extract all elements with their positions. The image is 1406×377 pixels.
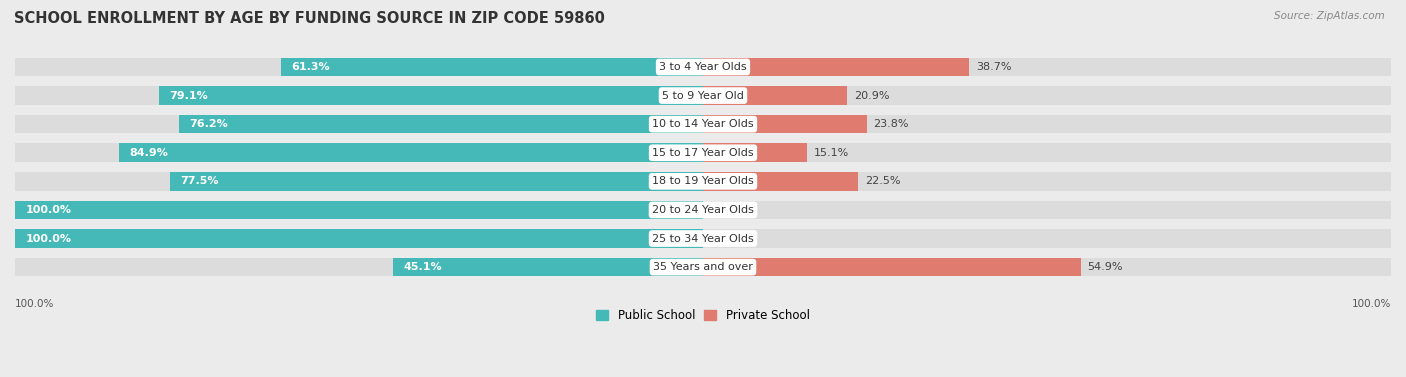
Text: 100.0%: 100.0%: [1351, 299, 1391, 308]
Bar: [120, 144, 703, 162]
Bar: [170, 172, 703, 191]
Bar: [281, 58, 703, 76]
Bar: [159, 86, 703, 105]
Text: 38.7%: 38.7%: [976, 62, 1012, 72]
Bar: [703, 258, 1391, 276]
Text: 15.1%: 15.1%: [814, 148, 849, 158]
Text: 45.1%: 45.1%: [404, 262, 441, 272]
Text: 23.8%: 23.8%: [873, 119, 910, 129]
Bar: [15, 258, 703, 276]
Text: SCHOOL ENROLLMENT BY AGE BY FUNDING SOURCE IN ZIP CODE 59860: SCHOOL ENROLLMENT BY AGE BY FUNDING SOUR…: [14, 11, 605, 26]
Text: 61.3%: 61.3%: [291, 62, 330, 72]
Bar: [703, 201, 1391, 219]
Text: 100.0%: 100.0%: [25, 233, 72, 244]
Bar: [703, 86, 846, 105]
Text: 100.0%: 100.0%: [15, 299, 55, 308]
Text: 22.5%: 22.5%: [865, 176, 900, 186]
Text: 3 to 4 Year Olds: 3 to 4 Year Olds: [659, 62, 747, 72]
Bar: [15, 144, 703, 162]
Text: 54.9%: 54.9%: [1088, 262, 1123, 272]
Text: 20.9%: 20.9%: [853, 90, 889, 101]
Bar: [703, 144, 1391, 162]
Text: 79.1%: 79.1%: [169, 90, 208, 101]
Bar: [15, 115, 703, 133]
Bar: [15, 201, 703, 219]
Bar: [392, 258, 703, 276]
Text: 20 to 24 Year Olds: 20 to 24 Year Olds: [652, 205, 754, 215]
Bar: [15, 229, 703, 248]
Text: 0.0%: 0.0%: [706, 233, 735, 244]
Bar: [15, 86, 703, 105]
Bar: [703, 229, 1391, 248]
Bar: [179, 115, 703, 133]
Bar: [703, 58, 1391, 76]
Bar: [703, 258, 1081, 276]
Text: Source: ZipAtlas.com: Source: ZipAtlas.com: [1274, 11, 1385, 21]
Bar: [15, 58, 703, 76]
Bar: [703, 144, 807, 162]
Bar: [703, 172, 858, 191]
Text: 84.9%: 84.9%: [129, 148, 169, 158]
Text: 10 to 14 Year Olds: 10 to 14 Year Olds: [652, 119, 754, 129]
Text: 76.2%: 76.2%: [188, 119, 228, 129]
Bar: [703, 172, 1391, 191]
Text: 77.5%: 77.5%: [180, 176, 218, 186]
Bar: [703, 115, 866, 133]
Text: 100.0%: 100.0%: [25, 205, 72, 215]
Text: 18 to 19 Year Olds: 18 to 19 Year Olds: [652, 176, 754, 186]
Bar: [703, 115, 1391, 133]
Bar: [15, 201, 703, 219]
Text: 0.0%: 0.0%: [706, 205, 735, 215]
Text: 5 to 9 Year Old: 5 to 9 Year Old: [662, 90, 744, 101]
Legend: Public School, Private School: Public School, Private School: [593, 306, 813, 326]
Bar: [703, 58, 969, 76]
Text: 25 to 34 Year Olds: 25 to 34 Year Olds: [652, 233, 754, 244]
Bar: [703, 86, 1391, 105]
Bar: [15, 172, 703, 191]
Text: 15 to 17 Year Olds: 15 to 17 Year Olds: [652, 148, 754, 158]
Bar: [15, 229, 703, 248]
Text: 35 Years and over: 35 Years and over: [652, 262, 754, 272]
